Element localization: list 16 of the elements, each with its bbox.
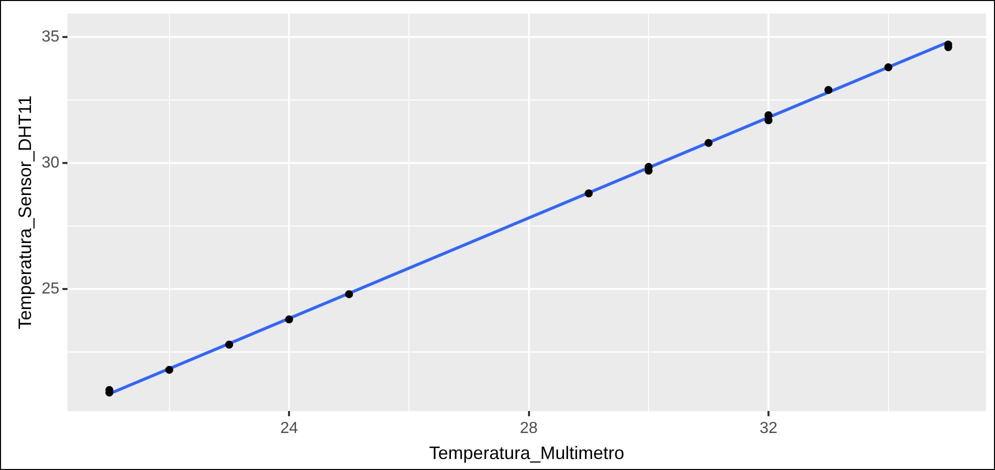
- point: [584, 189, 593, 198]
- x-tick-label: 28: [520, 420, 538, 438]
- point: [704, 138, 713, 147]
- y-tick-label: 30: [42, 154, 60, 172]
- x-tick-label: 24: [280, 420, 298, 438]
- point: [165, 366, 174, 374]
- point: [285, 315, 294, 324]
- x-tick-label: 32: [760, 420, 778, 438]
- point: [824, 86, 832, 94]
- y-tick-label: 35: [42, 28, 60, 46]
- y-axis-title: Temperatura_Sensor_DHT11: [14, 96, 35, 330]
- point: [884, 63, 892, 72]
- y-tick-label: 25: [42, 280, 60, 298]
- point: [345, 290, 354, 298]
- x-axis-title: Temperatura_Multimetro: [429, 443, 624, 464]
- point: [225, 340, 234, 349]
